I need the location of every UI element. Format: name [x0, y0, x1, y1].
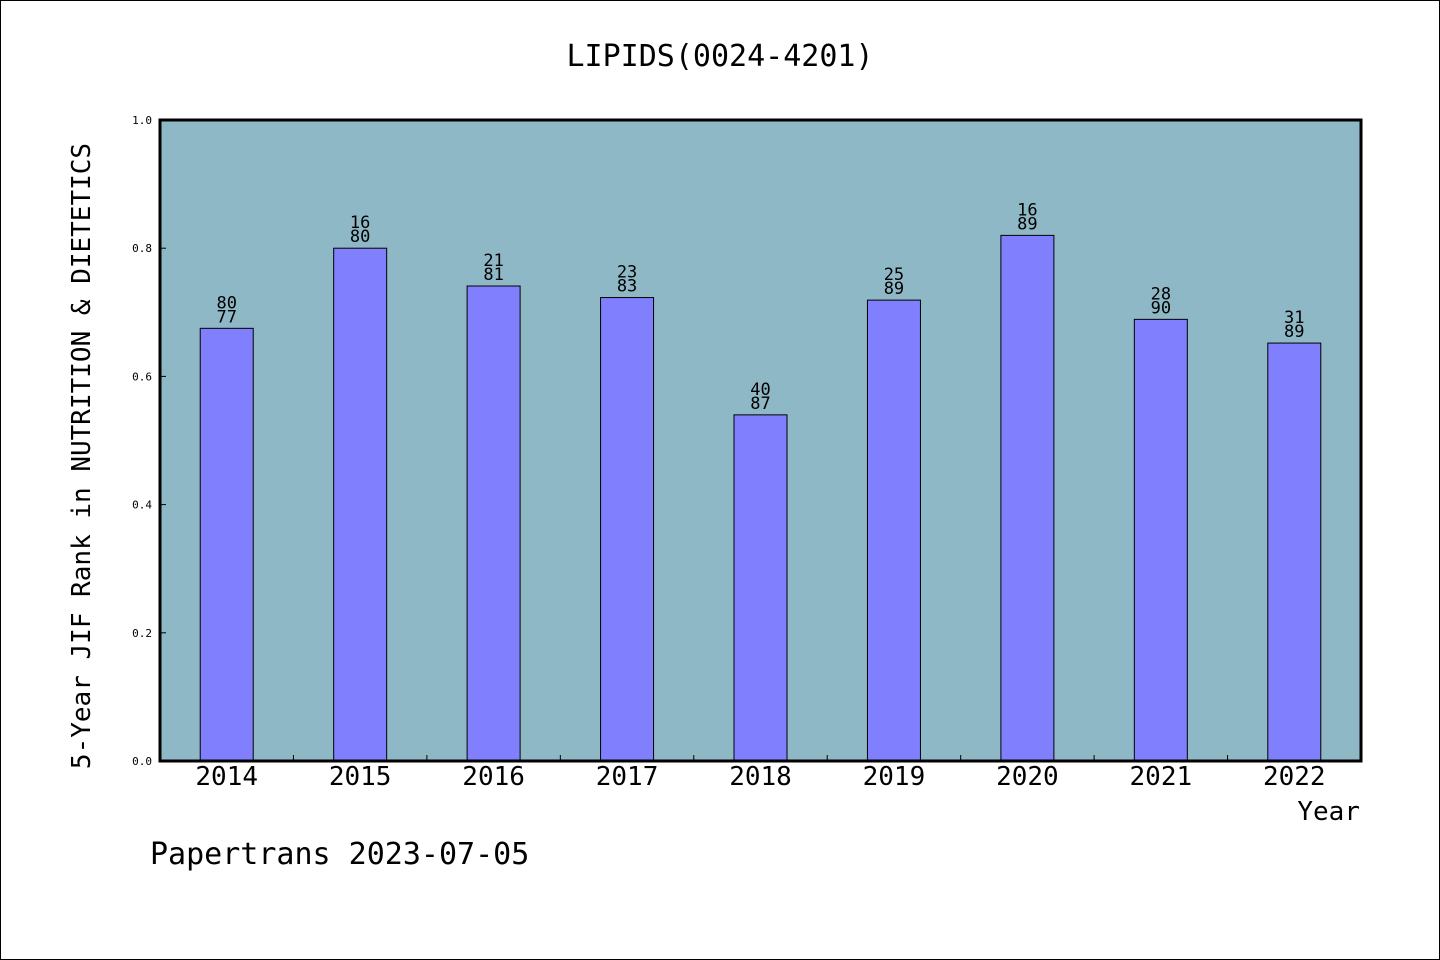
bar-2018: [733, 414, 788, 762]
x-tick-label-2018: 2018: [729, 762, 792, 792]
bar-2017: [600, 297, 655, 762]
plot-border: [158, 118, 1363, 763]
x-axis-label: Year: [1297, 797, 1360, 827]
bar-label-top-2016: 21: [483, 251, 503, 271]
bar-2019: [866, 299, 921, 762]
bar-label-bottom-2020: 89: [1017, 214, 1037, 234]
bar-2014: [199, 327, 254, 762]
x-tick-label-2017: 2017: [596, 762, 659, 792]
footer-credit: Papertrans 2023-07-05: [150, 837, 529, 872]
bar-2022: [1267, 342, 1322, 762]
bar-label-top-2018: 40: [750, 380, 770, 400]
bar-label-top-2019: 25: [884, 265, 904, 285]
bar-label-bottom-2019: 89: [884, 279, 904, 299]
y-tick-label-0.8: 0.8: [132, 242, 152, 255]
x-tick-label-2020: 2020: [996, 762, 1059, 792]
y-tick-label-0.0: 0.0: [132, 755, 152, 768]
bar-label-bottom-2017: 83: [617, 277, 637, 297]
bar-label-top-2014: 80: [216, 293, 236, 313]
bar-label-top-2021: 28: [1151, 284, 1171, 304]
bar-label-bottom-2015: 80: [350, 227, 370, 247]
bar-label-bottom-2021: 90: [1151, 298, 1171, 318]
y-axis: 0.0 0.2 0.4 0.6 0.8 1.0: [132, 114, 166, 768]
x-axis: 2014 2015 2016 2017 2018 2019 2020 2021 2022: [195, 755, 1326, 792]
x-tick-label-2022: 2022: [1263, 762, 1326, 792]
bar-label-top-2017: 23: [617, 263, 637, 283]
x-tick-label-2015: 2015: [329, 762, 392, 792]
y-tick-label-0.4: 0.4: [132, 499, 152, 512]
bar-2021: [1133, 318, 1188, 762]
bar-label-bottom-2018: 87: [750, 394, 770, 414]
chart-title: LIPIDS(0024-4201): [566, 39, 873, 74]
bar-label-bottom-2014: 77: [216, 307, 236, 327]
bar-label-top-2020: 16: [1017, 200, 1037, 220]
x-tick-label-2014: 2014: [195, 762, 258, 792]
bar-2015: [333, 247, 388, 762]
bar-series: [199, 234, 1322, 762]
bar-label-bottom-2022: 89: [1284, 322, 1304, 342]
bar-label-bottom-2016: 81: [483, 265, 503, 285]
y-tick-label-1.0: 1.0: [132, 114, 152, 127]
bar-label-top-2015: 16: [350, 213, 370, 233]
y-tick-label-0.6: 0.6: [132, 370, 152, 383]
bar-2020: [1000, 234, 1055, 762]
x-tick-label-2019: 2019: [863, 762, 926, 792]
bar-label-top-2022: 31: [1284, 308, 1304, 328]
x-tick-label-2016: 2016: [462, 762, 525, 792]
bar-2016: [466, 285, 521, 762]
y-tick-label-0.2: 0.2: [132, 627, 152, 640]
y-axis-label: 5-Year JIF Rank in NUTRITION & DIETETICS: [67, 143, 97, 769]
x-tick-label-2021: 2021: [1130, 762, 1193, 792]
